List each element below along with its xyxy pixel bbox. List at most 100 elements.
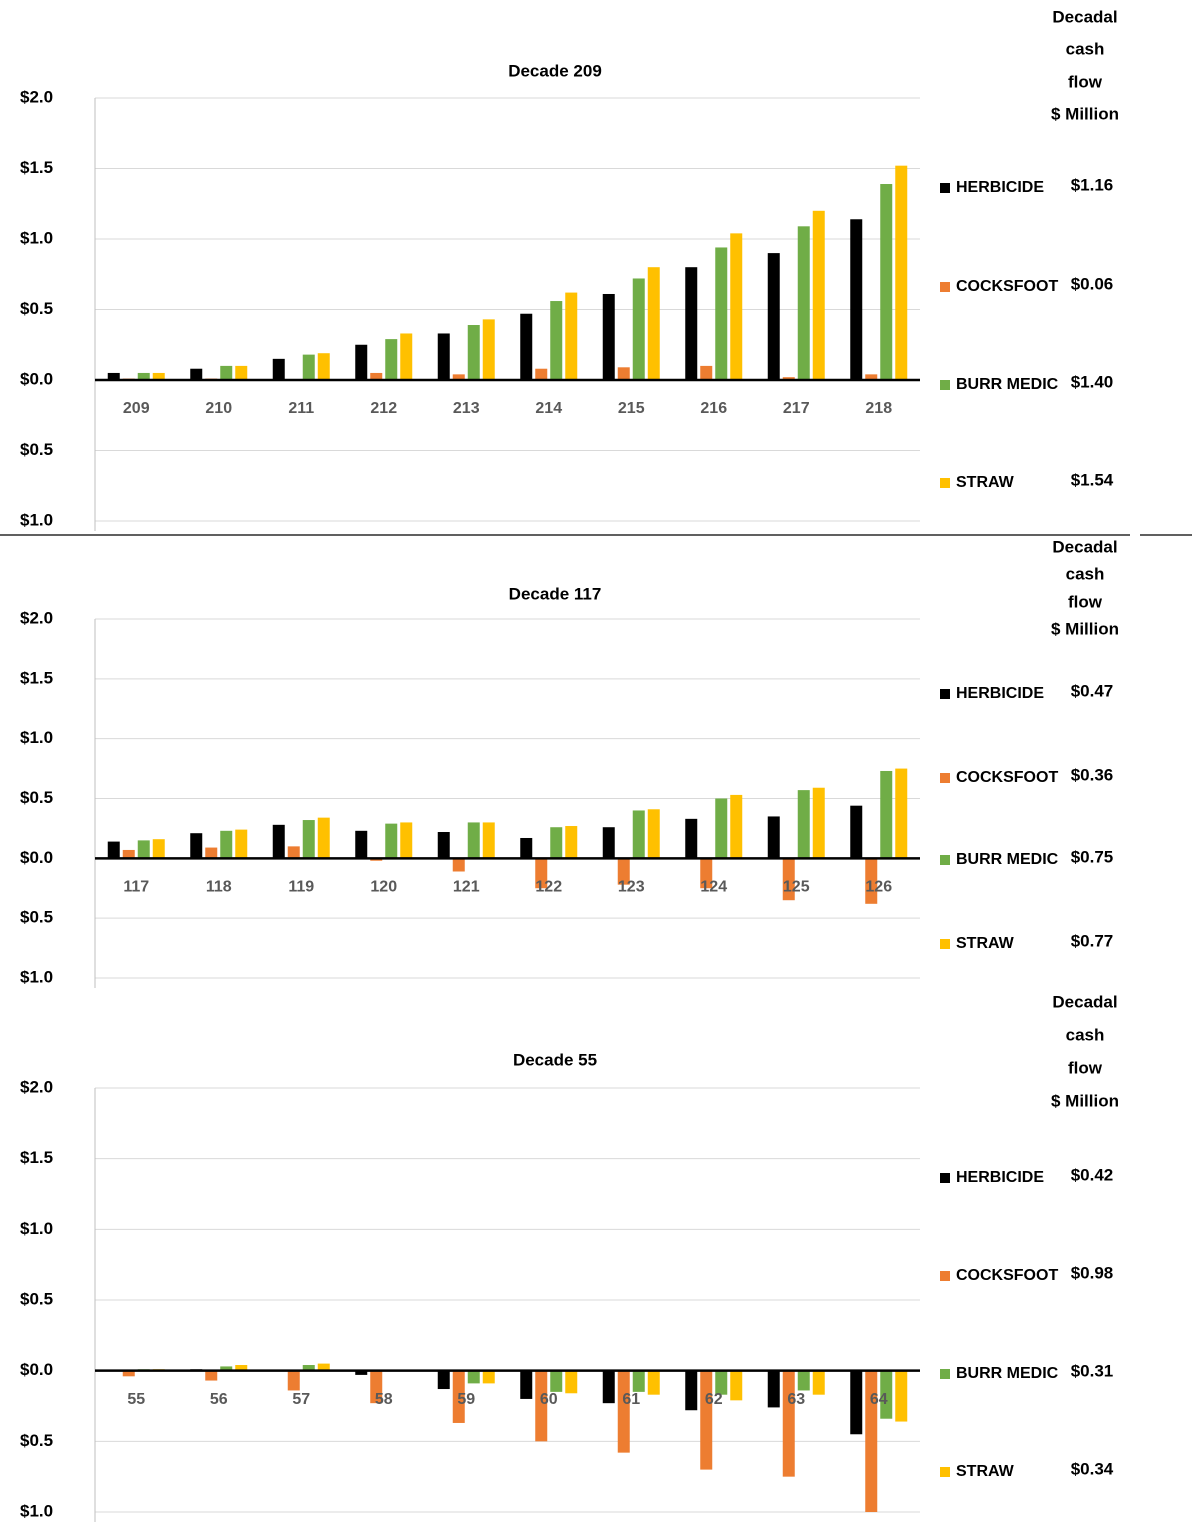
bar (317, 1363, 330, 1371)
x-tick-label: 216 (700, 400, 727, 417)
x-tick-label: 125 (783, 879, 810, 896)
bar (895, 1370, 908, 1422)
bar (647, 809, 660, 859)
y-tick-label: $1.5 (20, 158, 53, 177)
bar (602, 293, 615, 380)
bar (467, 325, 480, 380)
legend-label: STRAW (956, 474, 1015, 491)
bar (385, 339, 398, 380)
legend-label: COCKSFOOT (956, 1267, 1058, 1284)
bar (767, 816, 780, 859)
x-tick-label: 217 (783, 400, 810, 417)
bar (482, 822, 495, 859)
y-tick-label: $1.0 (20, 1219, 53, 1238)
bar (895, 165, 908, 380)
bar (520, 313, 533, 380)
bar (122, 849, 135, 859)
bar (302, 354, 315, 380)
summary-title: $ Million (1051, 1091, 1119, 1110)
x-tick-label: 117 (123, 879, 149, 896)
bar (647, 1370, 660, 1395)
cash-flow-label: $0.42 (1071, 1165, 1114, 1184)
cash-flow-label: $0.77 (1071, 931, 1114, 950)
y-tick-label: $1.5 (20, 1148, 53, 1167)
bar (602, 1370, 615, 1404)
legend-label: HERBICIDE (956, 1169, 1044, 1186)
legend-label: BURR MEDIC (956, 376, 1059, 393)
bar (302, 1365, 315, 1371)
bar (317, 353, 330, 380)
bar (437, 832, 450, 859)
y-tick-label: $0.0 (20, 369, 53, 388)
y-tick-label: $0.5 (20, 299, 53, 318)
bar (850, 805, 863, 859)
x-tick-label: 56 (210, 1391, 228, 1408)
bar (850, 1370, 863, 1435)
bar (782, 858, 795, 901)
bar (782, 1370, 795, 1477)
cash-flow-label: $0.47 (1071, 681, 1114, 700)
y-tick-label: $1.0 (20, 510, 53, 529)
cash-flow-label: $1.54 (1071, 470, 1114, 489)
bar (370, 372, 383, 380)
summary-title: flow (1068, 1058, 1103, 1077)
bar (565, 826, 578, 859)
bar (865, 858, 878, 904)
bar (317, 817, 330, 859)
x-tick-label: 60 (540, 1391, 558, 1408)
y-tick-label: $0.0 (20, 1360, 53, 1379)
legend-swatch (940, 1369, 950, 1379)
bar (767, 1370, 780, 1408)
bar (850, 219, 863, 380)
bar (370, 1370, 383, 1404)
y-tick-label: $0.0 (20, 848, 53, 867)
bar (617, 858, 630, 885)
legend-swatch (940, 380, 950, 390)
cash-flow-label: $0.36 (1071, 765, 1114, 784)
cash-flow-label: $0.31 (1071, 1361, 1114, 1380)
bar (632, 810, 645, 859)
bar (535, 368, 548, 380)
chart-title: Decade 209 (508, 61, 602, 80)
bar (287, 1370, 300, 1391)
bar (715, 798, 728, 859)
bar (797, 226, 810, 380)
x-tick-label: 123 (618, 879, 645, 896)
bar (632, 1370, 645, 1392)
legend-swatch (940, 478, 950, 488)
y-tick-label: $0.5 (20, 788, 53, 807)
bar (482, 1370, 495, 1384)
x-tick-label: 213 (453, 400, 480, 417)
x-tick-label: 121 (453, 879, 480, 896)
legend-swatch (940, 689, 950, 699)
cash-flow-label: $0.75 (1071, 847, 1114, 866)
x-tick-label: 218 (865, 400, 892, 417)
bar (647, 267, 660, 380)
bar (122, 1370, 135, 1377)
y-tick-label: $0.5 (20, 1431, 53, 1450)
bar (137, 840, 150, 859)
bar (535, 858, 548, 889)
bar (730, 794, 743, 859)
x-tick-label: 61 (622, 1391, 640, 1408)
bar (355, 1370, 368, 1375)
bar (617, 367, 630, 380)
chart-title: Decade 55 (513, 1050, 597, 1069)
x-tick-label: 58 (375, 1391, 393, 1408)
bar (220, 1366, 233, 1371)
summary-title: flow (1068, 72, 1103, 91)
bar (272, 824, 285, 859)
y-tick-label: $1.0 (20, 1501, 53, 1520)
bar (700, 858, 713, 889)
bar (152, 839, 165, 859)
summary-title: Decadal (1052, 537, 1117, 556)
y-tick-label: $0.5 (20, 1289, 53, 1308)
bar (467, 1370, 480, 1384)
bar (617, 1370, 630, 1453)
bar (355, 830, 368, 859)
legend-swatch (940, 282, 950, 292)
bar (685, 267, 698, 380)
y-tick-label: $2.0 (20, 608, 53, 627)
x-tick-label: 215 (618, 400, 645, 417)
bar (685, 1370, 698, 1411)
